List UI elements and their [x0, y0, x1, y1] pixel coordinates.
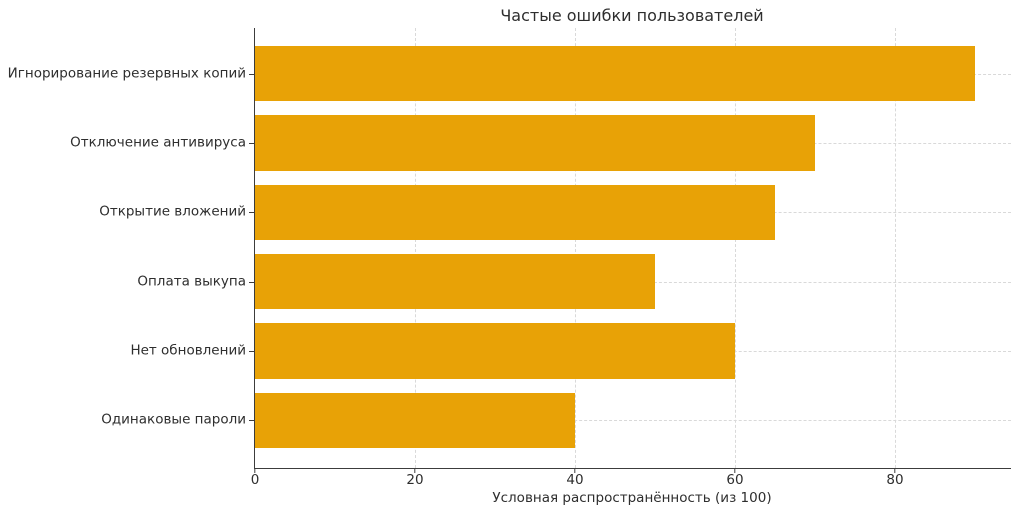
x-tick-mark	[254, 469, 256, 473]
gridline-vertical	[575, 28, 576, 468]
bar-row	[249, 178, 1011, 247]
bar-row	[249, 316, 1011, 385]
bar-row	[249, 108, 1011, 177]
y-tick	[249, 212, 254, 214]
bar	[255, 323, 735, 379]
bar-row	[249, 39, 1011, 108]
y-axis-labels: Игнорирование резервных копий Отключение …	[0, 39, 246, 455]
bar	[255, 184, 775, 241]
bar-rows	[249, 39, 1011, 455]
y-tick	[249, 142, 254, 144]
x-tick-mark	[414, 469, 416, 473]
gridline-vertical	[415, 28, 416, 468]
y-tick	[249, 350, 254, 352]
y-tick	[249, 73, 254, 75]
y-axis-label: Отключение антивируса	[70, 134, 246, 151]
x-tick-label: 0	[250, 472, 260, 488]
y-axis-label: Одинаковые пароли	[101, 411, 246, 428]
y-axis-label: Игнорирование резервных копий	[7, 64, 246, 81]
x-tick-mark	[574, 469, 576, 473]
y-tick	[249, 420, 254, 422]
x-tick-label: 80	[886, 472, 904, 488]
y-axis-label: Оплата выкупа	[137, 272, 246, 289]
x-tick-label: 60	[726, 472, 744, 488]
gridline-vertical	[895, 28, 896, 468]
y-axis-label: Нет обновлений	[130, 342, 246, 359]
bar-row	[249, 247, 1011, 316]
x-tick-label: 40	[566, 472, 584, 488]
bar-row	[249, 386, 1011, 455]
x-axis-title: Условная распространённость (из 100)	[492, 490, 772, 506]
x-tick-mark	[894, 469, 896, 473]
bar	[255, 115, 815, 171]
bar	[255, 253, 655, 310]
bar	[255, 392, 575, 449]
y-tick	[249, 281, 254, 283]
y-axis-label: Открытие вложений	[99, 203, 246, 220]
bar	[255, 45, 975, 102]
chart-title: Частые ошибки пользователей	[500, 6, 764, 25]
gridline-vertical	[735, 28, 736, 468]
plot-area: 0 20 40 60 80	[249, 28, 1011, 487]
gridline-horizontal	[255, 420, 1011, 422]
x-tick-mark	[734, 469, 736, 473]
x-tick-label: 20	[406, 472, 424, 488]
